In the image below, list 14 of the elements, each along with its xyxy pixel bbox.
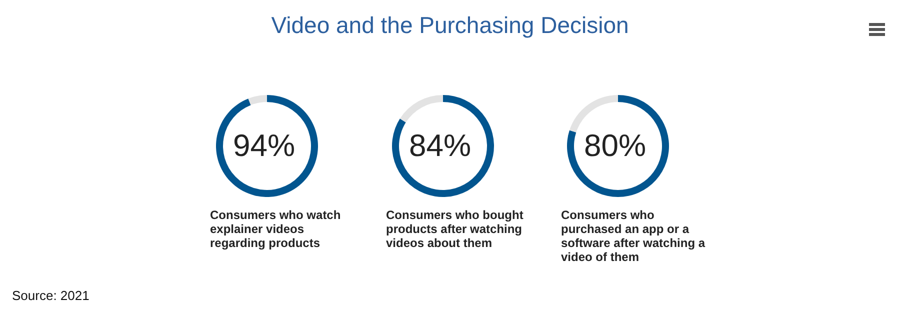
slice-label: Consumers who watch explainer videos regarding products [210,208,342,250]
donut-slice [567,95,669,197]
data-label: 94% [232,128,296,164]
slice-label: Consumers who purchased an app or a software after watching a video of them [561,208,706,264]
source-note: Source: 2021 [12,288,90,303]
data-label: 84% [408,128,472,164]
donut-slice [392,95,494,197]
donut-slice [569,95,618,132]
donut-slice [248,95,267,106]
data-label: 80% [582,128,648,164]
donut-slice [216,95,318,197]
slice-label: Consumers who bought products after watching videos about them [386,208,524,250]
text: Video and the Purchasing Decision [270,12,630,39]
donut-slice [400,95,443,122]
